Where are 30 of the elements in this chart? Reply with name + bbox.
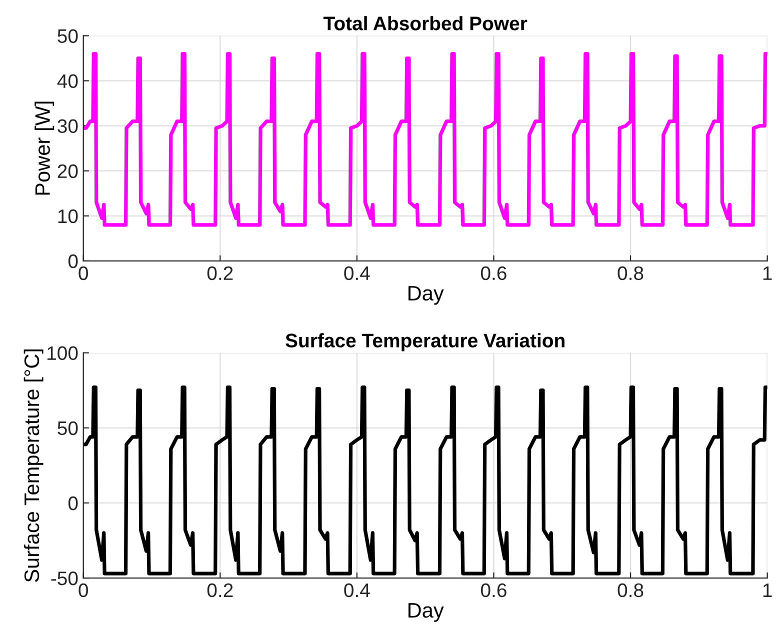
- y-tick-label: 50: [58, 29, 78, 43]
- x-tick-label: 0.8: [618, 583, 644, 598]
- y-tick-label: 40: [57, 74, 78, 88]
- x-tick-label: 1: [763, 266, 772, 280]
- x-tick-label: 0.4: [344, 266, 370, 280]
- x-tick-label: 0.4: [344, 583, 370, 598]
- line-series: [83, 386, 768, 576]
- y-tick-label: 30: [58, 119, 78, 134]
- chart-title: Surface Temperature Variation: [286, 333, 564, 352]
- x-tick-label: 0: [78, 266, 88, 280]
- x-tick-label: 0.6: [480, 266, 506, 280]
- x-axis-title: Day: [408, 286, 444, 305]
- x-tick-label: 0.8: [618, 266, 644, 280]
- x-tick-label: 0.2: [207, 583, 233, 598]
- line-series: [83, 52, 768, 227]
- x-axis-title: Day: [408, 603, 444, 622]
- x-tick-label: 1: [763, 584, 772, 597]
- y-tick-label: 20: [58, 164, 78, 178]
- y-axis-title: Surface Temperature [°C]: [24, 349, 44, 582]
- chart-title: Total Absorbed Power: [323, 16, 528, 30]
- y-tick-label: 0: [68, 496, 78, 510]
- y-tick-label: 100: [48, 346, 78, 360]
- x-tick-label: 0.2: [207, 266, 233, 280]
- y-tick-label: 10: [58, 209, 78, 224]
- y-tick-label: 50: [58, 421, 78, 436]
- y-tick-label: -50: [51, 571, 78, 586]
- x-tick-label: 0.6: [480, 583, 506, 598]
- y-tick-label: 0: [68, 254, 78, 268]
- x-tick-label: 0: [78, 583, 88, 598]
- y-axis-title: Power [W]: [34, 102, 54, 195]
